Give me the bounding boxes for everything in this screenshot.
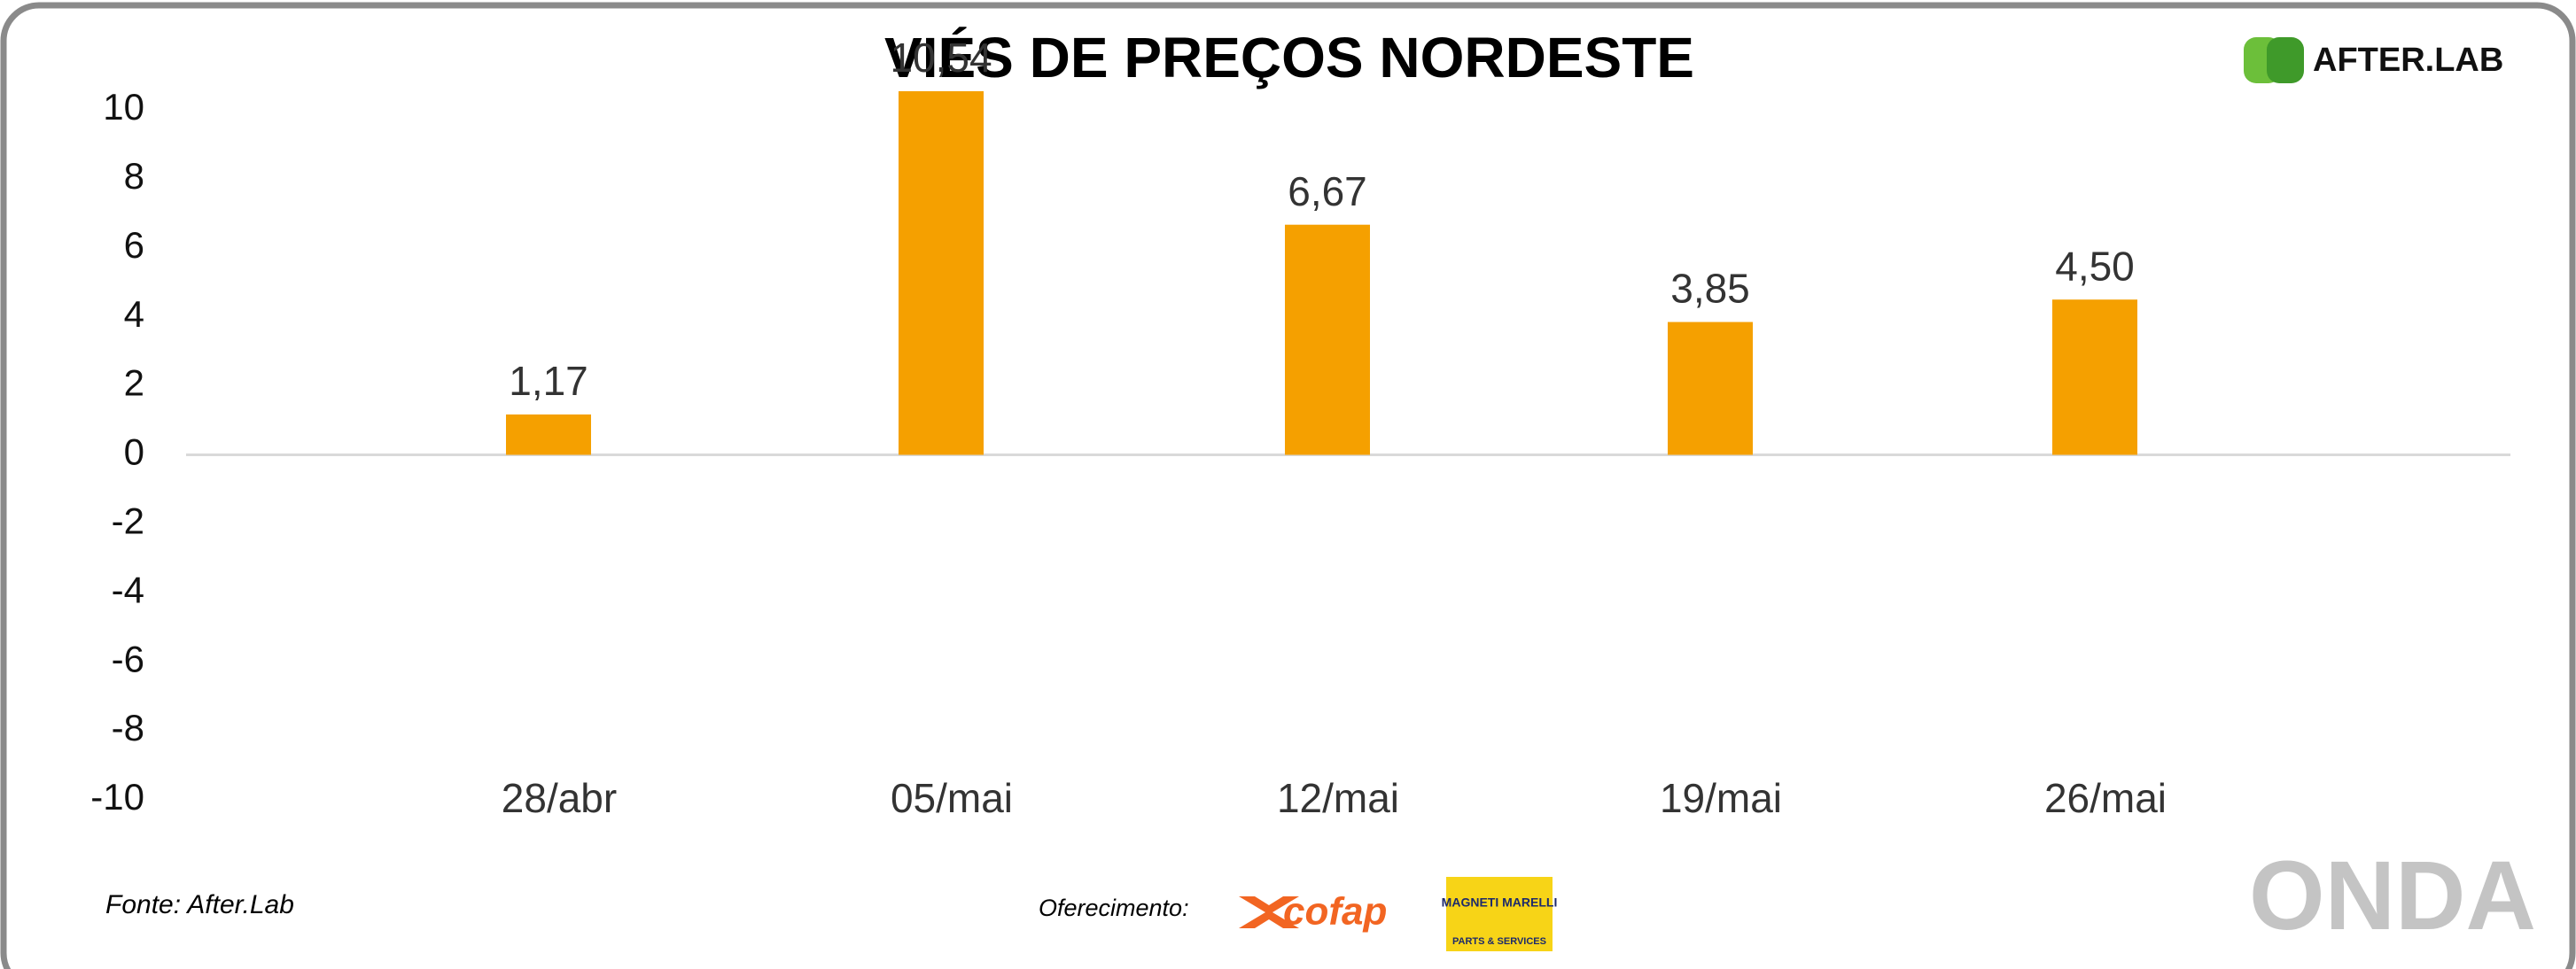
y-tick-label: -4 [112, 569, 144, 610]
logo-text: AFTER.LAB [2313, 42, 2503, 79]
x-tick-label: 05/mai [891, 775, 1013, 821]
sponsor: Oferecimento: [1039, 895, 1189, 921]
chart-title: VIÉS DE PREÇOS NORDESTE [884, 26, 1694, 89]
bar [1668, 322, 1753, 455]
value-label: 1,17 [509, 358, 588, 404]
logo-shape [1239, 896, 1299, 928]
cofap-logo: cofap [1239, 890, 1387, 934]
logo-text: MAGNETI MARELLI [1442, 895, 1558, 910]
y-tick-label: 6 [124, 224, 144, 266]
value-label: 6,67 [1288, 168, 1367, 214]
bar [1285, 224, 1370, 455]
bar [899, 90, 984, 455]
bar [506, 414, 591, 455]
y-tick-label: 10 [103, 86, 144, 128]
y-tick-label: 0 [124, 431, 144, 473]
y-tick-label: -8 [112, 707, 144, 748]
y-tick-label: 2 [124, 362, 144, 404]
logo-shape [1446, 877, 1553, 951]
value-label: 4,50 [2055, 243, 2135, 289]
logo-text: PARTS & SERVICES [1452, 936, 1546, 947]
bar [2052, 299, 2137, 455]
y-tick-label: -10 [90, 776, 144, 818]
x-tick-label: 26/mai [2044, 775, 2167, 821]
logo-text: cofap [1283, 890, 1387, 934]
y-tick-label: -2 [112, 500, 144, 541]
x-tick-label: 12/mai [1277, 775, 1399, 821]
y-tick-label: 4 [124, 293, 144, 335]
x-tick-label: 28/abr [502, 775, 617, 821]
magneti-logo: MAGNETI MARELLI PARTS & SERVICES [1442, 877, 1558, 951]
y-tick-label: -6 [112, 638, 144, 679]
after-lab-logo: AFTER.LAB [2244, 37, 2503, 83]
x-tick-label: 19/mai [1660, 775, 1782, 821]
value-label: 10,54 [890, 35, 992, 81]
source: Fonte: After.Lab [105, 890, 294, 919]
y-tick-label: 8 [124, 155, 144, 197]
value-label: 3,85 [1670, 266, 1750, 312]
onda-logo: ONDA [2249, 841, 2536, 950]
logo-shape [2267, 37, 2304, 83]
